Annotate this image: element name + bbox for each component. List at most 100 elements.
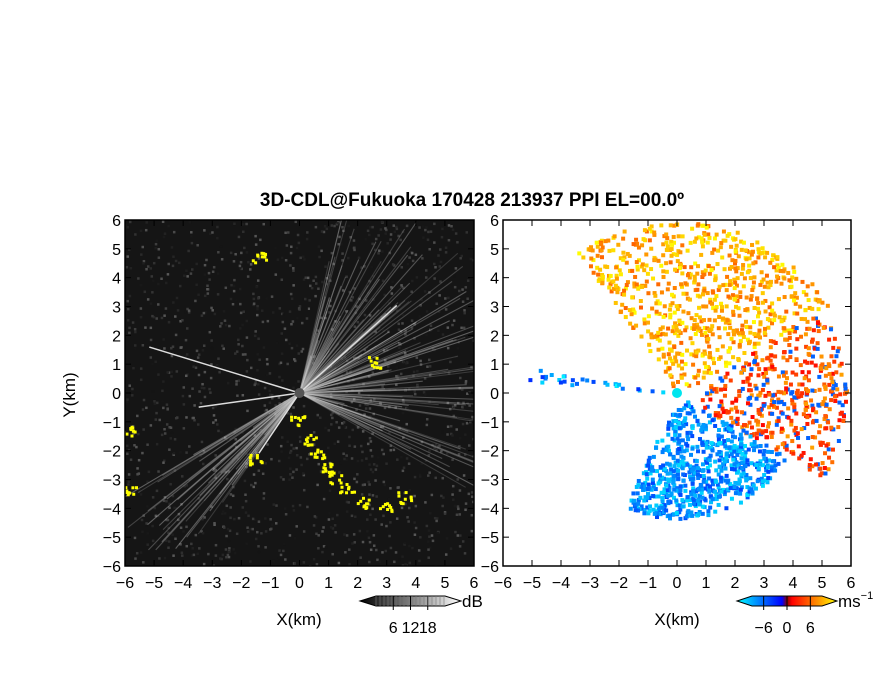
velocity-cell: [770, 398, 775, 403]
snr-speckle: [151, 314, 154, 318]
snr-speckle: [368, 483, 371, 486]
snr-speckle: [177, 261, 181, 265]
velocity-cell: [756, 393, 761, 398]
velocity-cell: [669, 348, 674, 353]
snr-speckle: [145, 522, 148, 525]
velocity-cell: [646, 458, 651, 463]
snr-speckle: [414, 253, 418, 257]
velocity-cell: [730, 293, 735, 298]
velocity-cell: [701, 272, 706, 277]
velocity-cell: [766, 458, 771, 463]
snr-speckle: [202, 562, 206, 566]
velocity-cell: [719, 387, 724, 392]
snr-ray: [299, 315, 341, 394]
snr-speckle: [218, 557, 222, 560]
snr-speckle: [292, 447, 295, 450]
velocity-cell: [764, 371, 769, 376]
velocity-cell: [724, 455, 729, 460]
snr-ray-bright: [298, 304, 398, 394]
snr-speckle: [271, 311, 275, 314]
velocity-cell: [673, 430, 678, 435]
velocity-cell: [655, 439, 660, 444]
snr-speckle: [366, 291, 370, 295]
left-colorbar: 6 12 18 dB: [358, 592, 483, 637]
velocity-cell: [810, 337, 815, 342]
snr-speckle: [332, 262, 335, 266]
velocity-cell: [773, 340, 778, 345]
velocity-cell: [814, 462, 819, 467]
snr-speckle: [331, 416, 334, 420]
velocity-cell: [755, 479, 760, 484]
velocity-cell: [738, 487, 743, 492]
velocity-cell: [677, 304, 682, 309]
velocity-cell: [813, 435, 818, 440]
velocity-cell: [758, 462, 763, 467]
snr-speckle: [163, 314, 166, 317]
low-snr-flag: [260, 255, 264, 259]
velocity-cell: [671, 512, 676, 517]
snr-ray: [299, 386, 474, 394]
velocity-cell: [762, 284, 767, 289]
snr-speckle: [443, 512, 447, 515]
velocity-cell: [733, 419, 738, 424]
velocity-cell: [684, 325, 689, 330]
snr-speckle: [391, 263, 395, 266]
snr-ray: [298, 285, 342, 394]
snr-speckle: [289, 412, 293, 416]
velocity-cell: [744, 430, 749, 435]
velocity-cell: [783, 370, 788, 375]
velocity-cell: [543, 376, 548, 381]
velocity-cell: [728, 378, 733, 383]
velocity-cell: [805, 360, 810, 365]
snr-speckle: [361, 450, 364, 454]
snr-speckle: [198, 547, 201, 550]
velocity-cell: [734, 269, 739, 274]
snr-speckle: [290, 443, 293, 447]
snr-speckle: [386, 529, 389, 532]
velocity-cell: [636, 286, 641, 291]
snr-speckle: [312, 355, 316, 358]
velocity-cell: [625, 251, 630, 256]
low-snr-flag: [353, 490, 357, 494]
snr-speckle: [157, 373, 160, 376]
velocity-cell: [613, 300, 618, 305]
y-tick-label: −1: [103, 415, 121, 432]
velocity-cell: [749, 487, 754, 492]
velocity-cell: [832, 336, 837, 341]
snr-speckle: [354, 311, 358, 315]
low-snr-flag: [250, 462, 254, 466]
snr-speckle: [231, 302, 235, 306]
velocity-cell: [600, 274, 605, 279]
velocity-cell: [708, 397, 713, 402]
snr-speckle: [382, 480, 386, 484]
low-snr-flag: [314, 436, 318, 440]
velocity-cell: [692, 278, 697, 283]
snr-ray: [240, 392, 300, 453]
snr-speckle: [216, 225, 219, 229]
velocity-cell: [809, 360, 814, 365]
velocity-cell: [704, 479, 709, 484]
snr-speckle: [163, 432, 167, 435]
snr-speckle: [152, 315, 156, 319]
velocity-cell: [672, 310, 677, 315]
snr-speckle: [127, 480, 130, 484]
snr-speckle: [400, 284, 403, 287]
snr-speckle: [316, 329, 320, 332]
low-snr-flag: [130, 434, 134, 438]
velocity-cell: [837, 400, 842, 405]
velocity-cell: [636, 508, 641, 513]
velocity-cell: [691, 501, 696, 506]
snr-speckle: [375, 464, 379, 468]
snr-speckle: [345, 454, 348, 457]
snr-speckle: [426, 365, 429, 368]
snr-ray-bright: [149, 346, 300, 394]
snr-speckle: [165, 403, 169, 406]
velocity-cell: [787, 331, 792, 336]
snr-speckle: [210, 339, 213, 342]
velocity-cell: [632, 281, 637, 286]
velocity-cell: [717, 464, 722, 469]
snr-speckle: [245, 465, 248, 469]
snr-speckle: [289, 292, 293, 296]
velocity-cell: [771, 393, 776, 398]
velocity-cell: [754, 462, 759, 467]
